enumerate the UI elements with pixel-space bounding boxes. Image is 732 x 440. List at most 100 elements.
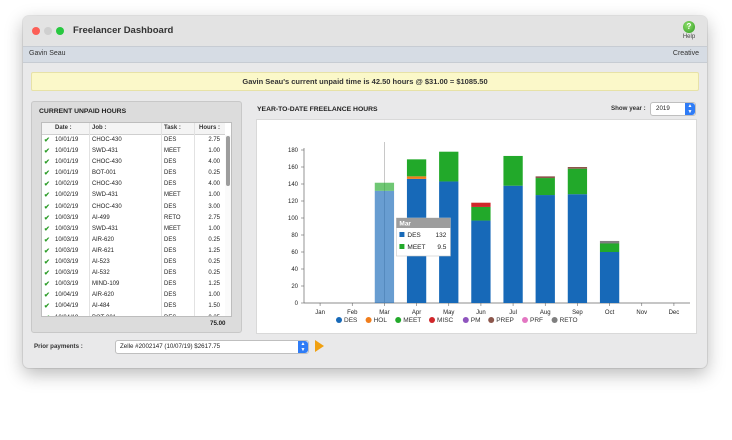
legend-swatch-des — [336, 317, 342, 323]
table-scrollbar[interactable] — [225, 135, 231, 316]
column-header-hours[interactable]: Hours : — [199, 125, 220, 131]
row-date: 10/02/19 — [55, 192, 79, 199]
row-task: MEET — [164, 225, 181, 232]
row-job: CHOC-430 — [92, 137, 122, 143]
paid-check-icon: ✔ — [44, 148, 50, 156]
row-date: 10/01/19 — [55, 170, 79, 177]
table-row[interactable]: ✔ 10/03/19 AI-523 DES 0.25 — [42, 257, 225, 268]
help-icon: ? — [683, 21, 695, 33]
table-row[interactable]: ✔ 10/01/19 CHOC-430 DES 4.00 — [42, 157, 225, 168]
row-job: MIND-109 — [92, 281, 120, 288]
row-date: 10/04/19 — [55, 315, 78, 317]
legend-swatch-hol — [365, 317, 372, 323]
column-header-date[interactable]: Date : — [55, 125, 72, 131]
row-date: 10/02/19 — [55, 203, 79, 210]
ytd-chart-title: YEAR-TO-DATE FREELANCE HOURS — [257, 106, 378, 113]
row-date: 10/03/19 — [55, 247, 79, 254]
row-hours: 0.25 — [208, 236, 220, 243]
row-job: CHOC-430 — [92, 181, 122, 188]
bar-segment-des — [567, 194, 588, 303]
row-date: 10/01/19 — [55, 148, 79, 155]
row-task: DES — [164, 159, 177, 166]
minimize-window-button[interactable] — [44, 27, 52, 35]
table-row[interactable]: ✔ 10/03/19 AI-532 DES 0.25 — [42, 268, 225, 279]
column-header-task[interactable]: Task : — [164, 125, 181, 131]
table-row[interactable]: ✔ 10/01/19 CHOC-430 DES 2.75 — [42, 135, 225, 146]
user-name: Gavin Seau — [29, 50, 66, 57]
bar-segment-des — [471, 220, 491, 303]
row-job: AI-499 — [92, 214, 110, 221]
row-task: DES — [164, 270, 177, 277]
row-hours: 1.00 — [208, 192, 220, 199]
row-task: DES — [164, 236, 177, 243]
row-hours: 0.25 — [208, 259, 220, 266]
bar-segment-des — [503, 185, 523, 303]
row-hours: 2.75 — [208, 214, 220, 221]
table-row[interactable]: ✔ 10/03/19 SWD-431 MEET 1.00 — [42, 224, 225, 235]
column-header-job[interactable]: Job : — [92, 125, 107, 131]
table-row[interactable]: ✔ 10/03/19 AI-499 RETO 2.75 — [42, 213, 225, 224]
paid-check-icon: ✔ — [44, 203, 50, 211]
row-date: 10/03/19 — [55, 281, 79, 288]
x-tick-label: Feb — [347, 310, 358, 316]
tooltip-series-value: 9.5 — [437, 244, 446, 251]
row-date: 10/03/19 — [55, 225, 79, 232]
row-job: AI-484 — [92, 303, 110, 310]
row-job: AIR-620 — [92, 292, 115, 299]
row-hours: 1.25 — [208, 247, 220, 254]
table-row[interactable]: ✔ 10/02/19 SWD-431 MEET 1.00 — [42, 190, 225, 201]
chevron-updown-icon: ▲ ▼ — [685, 103, 695, 115]
row-task: DES — [164, 203, 177, 210]
year-select[interactable]: 2019 ▲ ▼ — [650, 102, 696, 116]
ytd-chart: 0 20 40 60 80 100 120 140 160 180 Jan Feb Mar Apr May J… — [256, 119, 697, 334]
row-job: AI-532 — [92, 270, 110, 277]
app-window: Freelancer Dashboard ? Help Gavin Seau C… — [23, 16, 707, 368]
bar-segment-reto — [599, 240, 620, 244]
row-hours: 1.25 — [208, 281, 220, 288]
paid-check-icon: ✔ — [44, 270, 50, 278]
table-row[interactable]: ✔ 10/03/19 AIR-620 DES 0.25 — [42, 235, 225, 246]
table-row[interactable]: ✔ 10/02/19 CHOC-430 DES 4.00 — [42, 179, 225, 190]
row-date: 10/03/19 — [55, 259, 79, 266]
unpaid-summary-banner: Gavin Seau's current unpaid time is 42.5… — [31, 72, 699, 91]
ytd-chart-svg: 0 20 40 60 80 100 120 140 160 180 Jan Feb Mar Apr May J… — [288, 142, 690, 324]
legend-swatch-meet — [395, 317, 402, 323]
table-header: Date : Job : Task : Hours : — [42, 123, 225, 135]
zoom-window-button[interactable] — [56, 27, 64, 35]
table-scroll-thumb[interactable] — [226, 136, 230, 186]
table-row[interactable]: ✔ 10/03/19 MIND-109 DES 1.25 — [42, 279, 225, 290]
x-tick-label: Nov — [636, 310, 647, 316]
row-job: BOT-001 — [92, 315, 116, 317]
legend-label-des: DES — [344, 317, 358, 324]
row-date: 10/03/19 — [55, 270, 79, 277]
unpaid-hours-table: Date : Job : Task : Hours : ✔ 10/01/19 CHO… — [41, 122, 232, 317]
table-row[interactable]: ✔ 10/04/19 BOT-001 DES 0.25 — [42, 313, 225, 317]
table-row[interactable]: ✔ 10/04/19 AI-484 DES 1.50 — [42, 301, 225, 312]
prior-payments-select[interactable]: Zelle #2002147 (10/07/19) $2617.75 ▲ ▼ — [115, 340, 309, 354]
paid-check-icon: ✔ — [44, 137, 50, 144]
legend-label-misc: MISC — [437, 317, 454, 324]
table-row[interactable]: ✔ 10/01/19 BOT-001 DES 0.25 — [42, 168, 225, 179]
help-button[interactable]: ? Help — [678, 21, 700, 40]
row-task: DES — [164, 259, 177, 266]
play-arrow-button[interactable] — [315, 340, 324, 352]
table-row[interactable]: ✔ 10/04/19 AIR-620 DES 1.00 — [42, 290, 225, 301]
table-row[interactable]: ✔ 10/02/19 CHOC-430 DES 3.00 — [42, 202, 225, 213]
row-date: 10/01/19 — [55, 159, 79, 166]
help-label: Help — [682, 34, 696, 40]
unpaid-hours-panel: CURRENT UNPAID HOURS Date : Job : Task :… — [31, 101, 242, 333]
bar-segment-des — [535, 195, 555, 303]
bar-segment-meet — [503, 155, 523, 186]
table-row[interactable]: ✔ 10/01/19 SWD-431 MEET 1.00 — [42, 146, 225, 157]
bar-segment-des — [374, 190, 395, 303]
close-window-button[interactable] — [32, 27, 40, 35]
row-task: DES — [164, 303, 177, 310]
table-row[interactable]: ✔ 10/03/19 AIR-621 DES 1.25 — [42, 246, 225, 257]
x-tick-label: Sep — [572, 310, 583, 316]
row-job: BOT-001 — [92, 170, 117, 177]
tooltip-header — [396, 218, 451, 228]
row-hours: 0.25 — [208, 315, 220, 317]
bar-segment-hol — [406, 176, 427, 179]
legend-swatch-reto — [551, 317, 558, 323]
row-date: 10/04/19 — [55, 292, 79, 299]
